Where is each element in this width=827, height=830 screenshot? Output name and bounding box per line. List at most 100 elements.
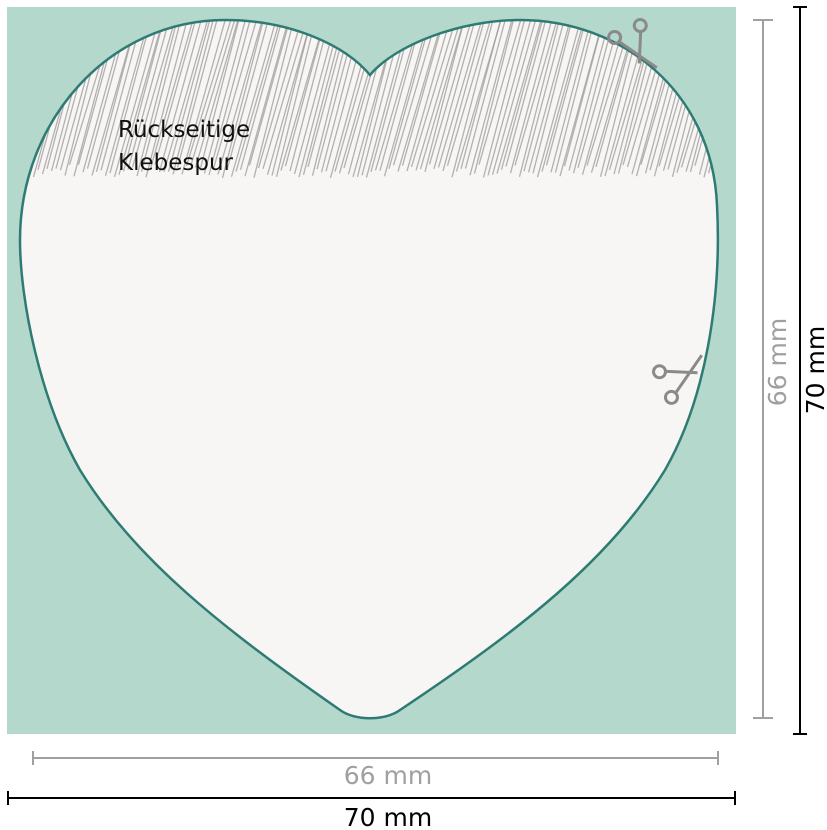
hatch-stroke	[401, 20, 446, 166]
hatch-stroke	[208, 20, 252, 176]
hatch-stroke	[428, 20, 474, 165]
hatch-stroke	[464, 20, 508, 169]
hatch-stroke	[478, 20, 523, 165]
hatch-stroke	[163, 20, 210, 173]
hatch-stroke	[131, 20, 178, 168]
hatch-stroke	[446, 20, 493, 166]
hatch-stroke	[532, 20, 574, 174]
hatch-stroke	[491, 20, 538, 175]
hatch-stroke	[749, 15, 792, 178]
hatch-stroke	[442, 20, 487, 172]
hatch-stroke	[226, 20, 271, 170]
hatch-stroke	[473, 20, 516, 174]
hatch-stroke	[239, 20, 284, 170]
hatch-stroke	[118, 20, 165, 175]
inner-width-dimension	[32, 751, 719, 765]
hatch-stroke	[754, 15, 794, 172]
hatch-stroke	[149, 20, 196, 169]
hatch-stroke	[176, 20, 219, 168]
hatch-stroke	[383, 20, 431, 177]
hatch-stroke	[545, 20, 588, 166]
hatch-stroke	[185, 20, 233, 167]
hatch-stroke	[248, 20, 292, 166]
hatch-stroke	[212, 20, 259, 169]
outer-height-label: 70 mm	[801, 326, 827, 414]
hatch-stroke	[230, 20, 279, 177]
hatch-stroke	[145, 20, 190, 178]
inner-width-label: 66 mm	[344, 761, 432, 790]
hatch-stroke	[199, 20, 241, 171]
hatch-stroke	[509, 20, 554, 174]
hatch-stroke	[167, 20, 212, 172]
hatch-stroke	[433, 20, 477, 170]
hatch-stroke	[104, 20, 151, 177]
scissors-icon	[652, 354, 703, 405]
hatch-stroke	[758, 15, 799, 169]
hatch-stroke	[415, 20, 463, 171]
hatch-stroke	[514, 20, 560, 166]
hatch-stroke	[275, 20, 318, 178]
hatch-stroke	[410, 20, 458, 168]
glue-label-line1: Rückseitige	[118, 117, 250, 143]
hatch-stroke	[397, 20, 445, 172]
hatch-stroke	[745, 15, 786, 171]
hatch-stroke	[550, 20, 593, 173]
hatch-stroke	[482, 20, 527, 178]
hatch-stroke	[554, 20, 597, 173]
hatch-stroke	[572, 20, 616, 174]
hatch-stroke	[181, 20, 228, 175]
hatch-stroke	[280, 20, 327, 171]
hatch-stroke	[158, 20, 204, 173]
hatch-stroke	[736, 15, 777, 170]
hatch-stroke	[469, 20, 514, 176]
outer-width-dimension	[7, 791, 736, 805]
hatch-stroke	[253, 20, 296, 178]
hatch-stroke	[262, 20, 309, 169]
hatch-stroke	[406, 20, 452, 172]
hatch-stroke	[109, 20, 153, 174]
hatch-stroke	[460, 20, 503, 169]
heart-shape	[20, 20, 718, 719]
hatch-stroke	[563, 20, 606, 167]
inner-height-label: 66 mm	[763, 318, 792, 406]
hatch-stroke	[523, 20, 567, 172]
hatch-stroke	[388, 20, 433, 169]
hatch-stroke	[496, 20, 544, 174]
hatch-stroke	[172, 20, 216, 175]
hatch-stroke	[217, 20, 265, 175]
hatch-stroke	[541, 20, 586, 172]
hatch-stroke	[194, 20, 240, 168]
hatch-stroke	[568, 20, 612, 171]
glue-label-line2: Klebespur	[118, 150, 234, 176]
hatch-stroke	[257, 20, 304, 169]
hatch-stroke	[244, 20, 291, 177]
hatch-stroke	[203, 20, 248, 174]
hatch-stroke	[235, 20, 282, 172]
hatch-stroke	[437, 20, 484, 168]
outer-height-dimension	[793, 6, 807, 735]
hatch-stroke	[527, 20, 573, 173]
scissors-icon	[607, 18, 658, 69]
hatch-stroke	[518, 20, 562, 177]
outer-width-label: 70 mm	[344, 803, 432, 830]
hatch-stroke	[500, 20, 545, 170]
hatch-stroke	[140, 20, 183, 172]
hatch-stroke	[424, 20, 467, 172]
hatch-stroke	[190, 20, 237, 166]
hatch-stroke	[536, 20, 583, 178]
hatch-stroke	[271, 20, 313, 176]
hatch-stroke	[136, 20, 179, 177]
inner-height-dimension	[753, 19, 773, 719]
hatch-stroke	[127, 20, 172, 170]
hatch-stroke	[113, 20, 161, 178]
hatch-stroke	[731, 15, 774, 175]
hatch-stroke	[221, 20, 266, 179]
heart-outline	[18, 18, 720, 720]
hatch-stroke	[505, 20, 548, 167]
hatch-stroke	[740, 15, 784, 170]
hatch-stroke	[392, 20, 439, 166]
hatch-stroke	[154, 20, 198, 165]
hatch-stroke	[487, 20, 533, 176]
hatch-stroke	[451, 20, 495, 178]
